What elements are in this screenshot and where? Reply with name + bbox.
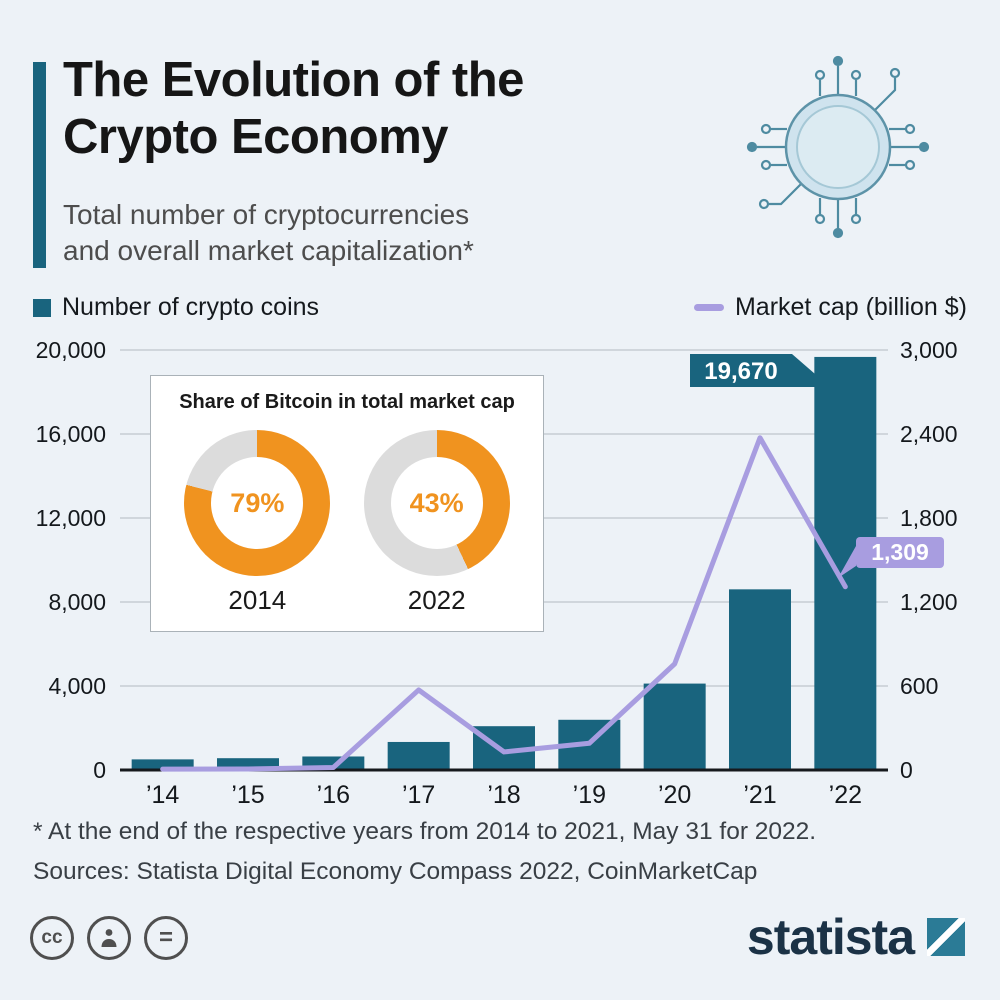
equals-icon-glyph: = xyxy=(158,924,173,951)
line-legend-label: Market cap (billion $) xyxy=(734,293,967,321)
right-axis-tick-label: 2,400 xyxy=(900,421,958,447)
marketcap-callout xyxy=(856,537,944,568)
right-axis-tick-label: 3,000 xyxy=(900,337,958,363)
title-line-1: The Evolution of the xyxy=(63,53,524,107)
x-axis-label: ’18 xyxy=(487,781,520,809)
title-line-2: Crypto Economy xyxy=(63,109,449,164)
right-axis-tick-label: 600 xyxy=(900,673,938,699)
cc-icon: cc xyxy=(30,916,74,960)
donut-2022-year-label: 2022 xyxy=(407,585,466,615)
statista-logo-text: statista xyxy=(746,909,915,965)
donut-figure-2014: 79% 2014 xyxy=(184,430,331,616)
donut-2014-year-label: 2014 xyxy=(228,585,287,615)
x-axis-label: ’14 xyxy=(146,781,179,809)
coins-callout-pointer xyxy=(792,354,830,387)
crypto-coins-bar xyxy=(643,683,706,770)
donut-figure-2022: 43% 2022 xyxy=(363,430,510,616)
x-axis-label: ’17 xyxy=(402,781,435,809)
donut-2022-value: 43% xyxy=(409,487,464,518)
attribution-icon xyxy=(87,916,131,960)
donut-chart-2014: 79% xyxy=(184,430,331,576)
x-axis-label: ’22 xyxy=(829,781,862,809)
cc-icon-glyph: cc xyxy=(41,927,63,948)
left-axis-tick-label: 8,000 xyxy=(48,589,106,615)
x-axis-label: ’19 xyxy=(573,781,606,809)
crypto-chip-icon xyxy=(746,55,930,239)
donut-chart-2022: 43% xyxy=(363,430,510,576)
crypto-coins-bar xyxy=(131,759,194,770)
left-axis-tick-label: 4,000 xyxy=(48,673,106,699)
right-axis-tick-label: 1,200 xyxy=(900,589,958,615)
page-title: The Evolution of the Crypto Economy xyxy=(63,52,524,166)
donut-row: 79% 2014 43% 2022 xyxy=(151,430,543,616)
subtitle-line-1: Total number of cryptocurrencies xyxy=(63,199,470,230)
marketcap-callout-label: 1,309 xyxy=(871,539,929,565)
right-axis-tick-label: 1,800 xyxy=(900,505,958,531)
footnote-asterisk: * At the end of the respective years fro… xyxy=(33,818,817,845)
x-axis-label: ’21 xyxy=(743,781,776,809)
footnotes: * At the end of the respective years fro… xyxy=(33,812,973,891)
inset-title: Share of Bitcoin in total market cap xyxy=(179,391,515,413)
title-accent-bar xyxy=(33,62,46,268)
sources-line: Sources: Statista Digital Economy Compas… xyxy=(33,857,758,885)
coin-inner xyxy=(796,105,880,189)
coins-callout-label: 19,670 xyxy=(704,358,777,385)
left-axis-tick-label: 12,000 xyxy=(36,505,106,531)
statista-logo-mark-icon xyxy=(927,918,965,956)
crypto-coins-bar xyxy=(387,741,450,770)
legend-item-coins: Number of crypto coins xyxy=(33,293,319,322)
coins-callout xyxy=(690,354,792,387)
marketcap-callout-pointer xyxy=(838,546,856,578)
line-legend-swatch-icon xyxy=(693,304,724,311)
left-axis-tick-label: 16,000 xyxy=(36,421,106,447)
legend-item-marketcap: Market cap (billion $) xyxy=(693,293,967,322)
crypto-coins-bar xyxy=(729,589,791,770)
bars-legend-swatch-icon xyxy=(33,298,51,317)
subtitle-line-2: and overall market capitalization* xyxy=(63,234,474,266)
crypto-coins-bar xyxy=(217,758,279,770)
equals-icon: = xyxy=(144,916,188,960)
donut-2014-value: 79% xyxy=(230,487,285,518)
market-cap-line xyxy=(160,435,848,772)
statista-logo: statista xyxy=(747,908,965,966)
circuit-traces xyxy=(746,55,930,239)
x-axis-label: ’15 xyxy=(231,781,264,809)
right-axis-tick-label: 0 xyxy=(900,757,913,783)
bars-legend-label: Number of crypto coins xyxy=(62,293,320,321)
bitcoin-share-inset: Share of Bitcoin in total market cap 79%… xyxy=(150,375,544,632)
left-axis-tick-label: 20,000 xyxy=(36,337,106,363)
left-axis-tick-label: 0 xyxy=(93,757,106,783)
license-icons: cc = xyxy=(30,916,188,960)
attribution-person-glyph xyxy=(101,929,117,947)
x-axis-label: ’20 xyxy=(658,781,691,809)
chart-legend: Number of crypto coins Market cap (billi… xyxy=(33,293,967,322)
x-axis-label: ’16 xyxy=(317,781,350,809)
page-subtitle: Total number of cryptocurrencies and ove… xyxy=(63,197,474,269)
